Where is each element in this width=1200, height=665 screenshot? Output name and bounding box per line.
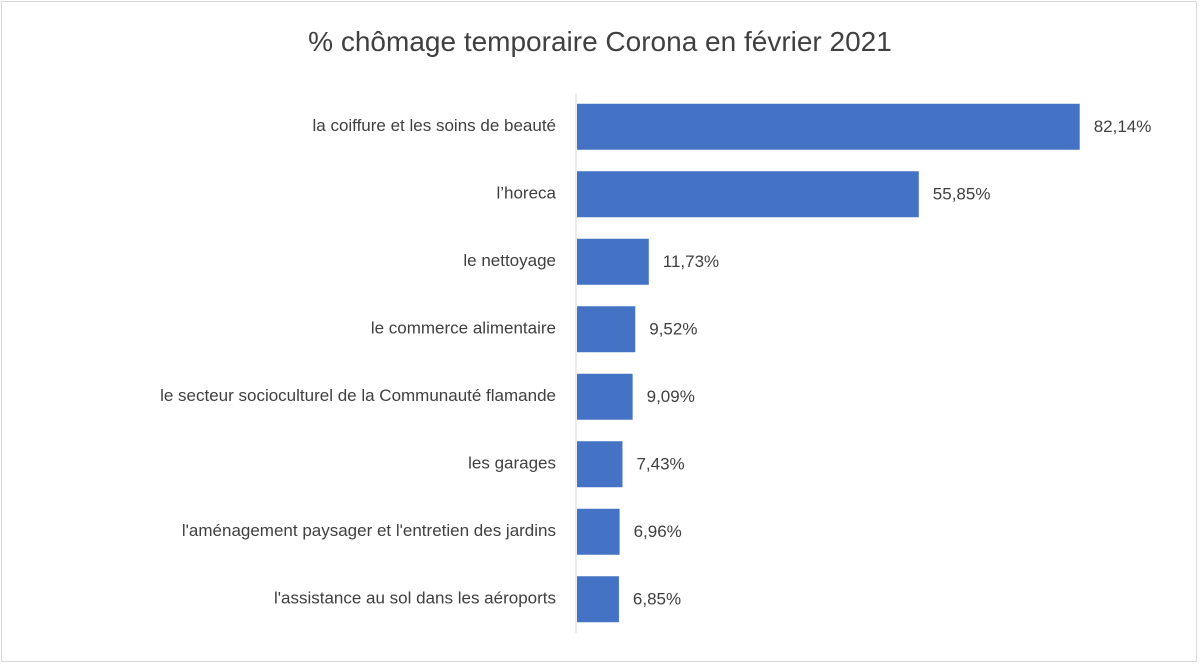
data-label: 11,73%: [663, 252, 719, 271]
bar: [577, 103, 1080, 150]
category-label: l’horeca: [496, 184, 556, 203]
category-label: le secteur socioculturel de la Communaut…: [160, 386, 556, 405]
data-label: 6,96%: [634, 522, 682, 541]
category-label: le nettoyage: [463, 251, 556, 270]
data-label: 55,85%: [933, 185, 991, 204]
data-label: 7,43%: [636, 455, 684, 474]
value-labels-group: 82,14% 55,85% 11,73% 9,52% 9,09% 7,43% 6,96% 6,…: [633, 117, 1151, 609]
data-label: 9,52%: [649, 320, 697, 339]
bar: [577, 576, 619, 623]
category-label: l'aménagement paysager et l'entretien de…: [182, 521, 556, 540]
category-label: l'assistance au sol dans les aéroports: [274, 589, 556, 608]
bar: [577, 441, 623, 488]
category-labels-group: la coiffure et les soins de beauté l’hore…: [160, 116, 556, 608]
bar: [577, 238, 649, 285]
data-label: 9,09%: [647, 387, 695, 406]
bar: [577, 373, 633, 420]
bar: [577, 508, 620, 555]
category-label: les garages: [468, 454, 556, 473]
category-label: la coiffure et les soins de beauté: [312, 116, 556, 135]
data-label: 82,14%: [1094, 117, 1152, 136]
bars-group: [577, 103, 1080, 623]
category-label: le commerce alimentaire: [371, 319, 556, 338]
chart-title: % chômage temporaire Corona en février 2…: [308, 26, 892, 57]
data-label: 6,85%: [633, 590, 681, 609]
bar: [577, 306, 636, 353]
bar: [577, 171, 919, 218]
